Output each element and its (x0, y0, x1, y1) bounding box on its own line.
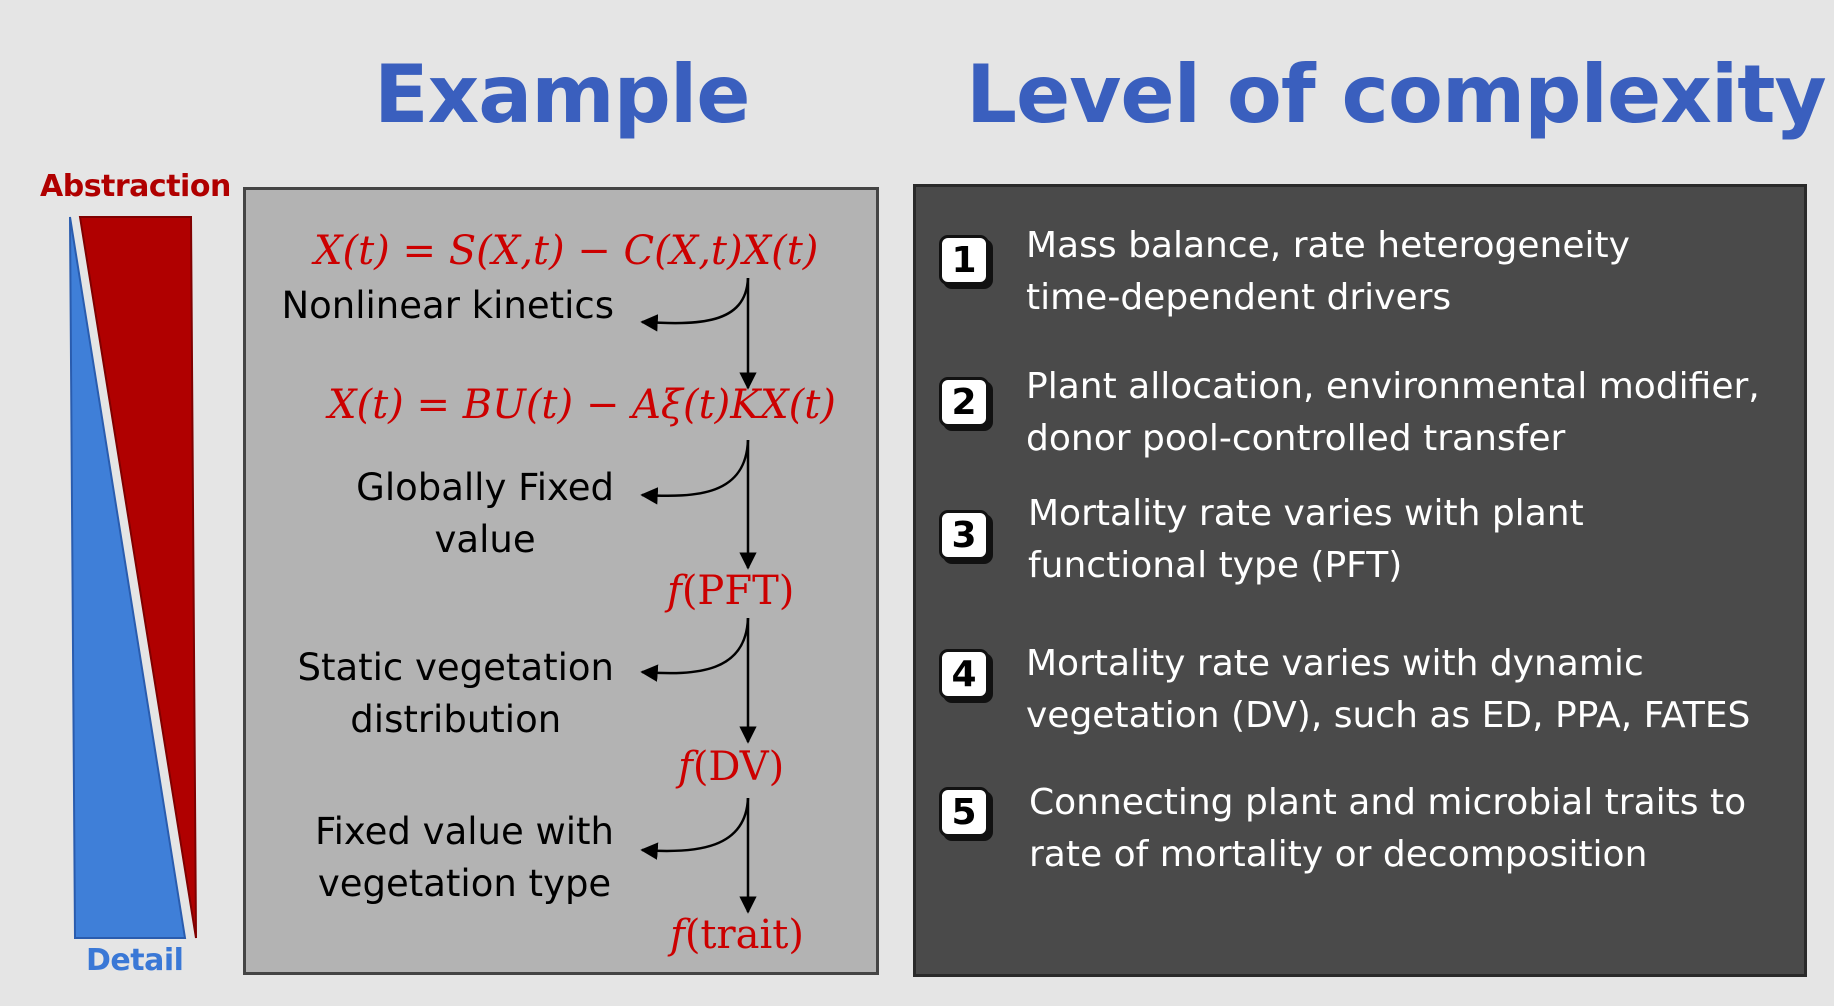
step-label-fixed-vegetation-type: Fixed value with vegetation type (315, 810, 614, 905)
branch-arrow-4 (640, 797, 750, 860)
detail-wedge (69, 216, 187, 939)
level-text-4: Mortality rate varies with dynamic veget… (1026, 643, 1751, 736)
level-text-5: Connecting plant and microbial traits to… (1029, 782, 1747, 875)
level-badge-1: 1 (939, 235, 989, 285)
abstraction-detail-scale (69, 216, 197, 939)
level-badge-5: 5 (939, 787, 989, 837)
branch-arrow-2 (640, 439, 750, 505)
step-label-static-vegetation: Static vegetation distribution (297, 646, 614, 741)
branch-arrow-3 (640, 617, 750, 682)
complexity-heading: Level of complexity (966, 48, 1827, 141)
function-trait: f(trait) (670, 912, 804, 958)
branch-arrow-1 (640, 277, 750, 332)
step-label-globally-fixed: Globally Fixed value (356, 466, 614, 561)
level-text-2: Plant allocation, environmental modifier… (1026, 366, 1760, 459)
example-heading: Example (374, 48, 751, 141)
step-label-nonlinear: Nonlinear kinetics (281, 284, 614, 327)
level-badge-3: 3 (939, 510, 989, 560)
example-arrows (640, 277, 757, 914)
level-badge-4: 4 (939, 649, 989, 699)
abstraction-wedge (78, 216, 197, 939)
function-pft: f(PFT) (667, 568, 795, 614)
detail-label: Detail (86, 943, 184, 978)
equation-nonlinear: X(t) = S(X,t) − C(X,t)X(t) (314, 228, 819, 274)
function-dv: f(DV) (678, 744, 785, 790)
level-badge-2: 2 (939, 377, 989, 427)
level-text-1: Mass balance, rate heterogeneity time-de… (1026, 225, 1630, 318)
abstraction-label: Abstraction (40, 169, 231, 204)
complexity-panel: 1 Mass balance, rate heterogeneity time-… (913, 184, 1807, 977)
equation-matrix: X(t) = BU(t) − Aξ(t)KX(t) (328, 382, 836, 428)
level-text-3: Mortality rate varies with plant functio… (1028, 493, 1584, 586)
example-panel: X(t) = S(X,t) − C(X,t)X(t) X(t) = BU(t) … (243, 187, 879, 975)
